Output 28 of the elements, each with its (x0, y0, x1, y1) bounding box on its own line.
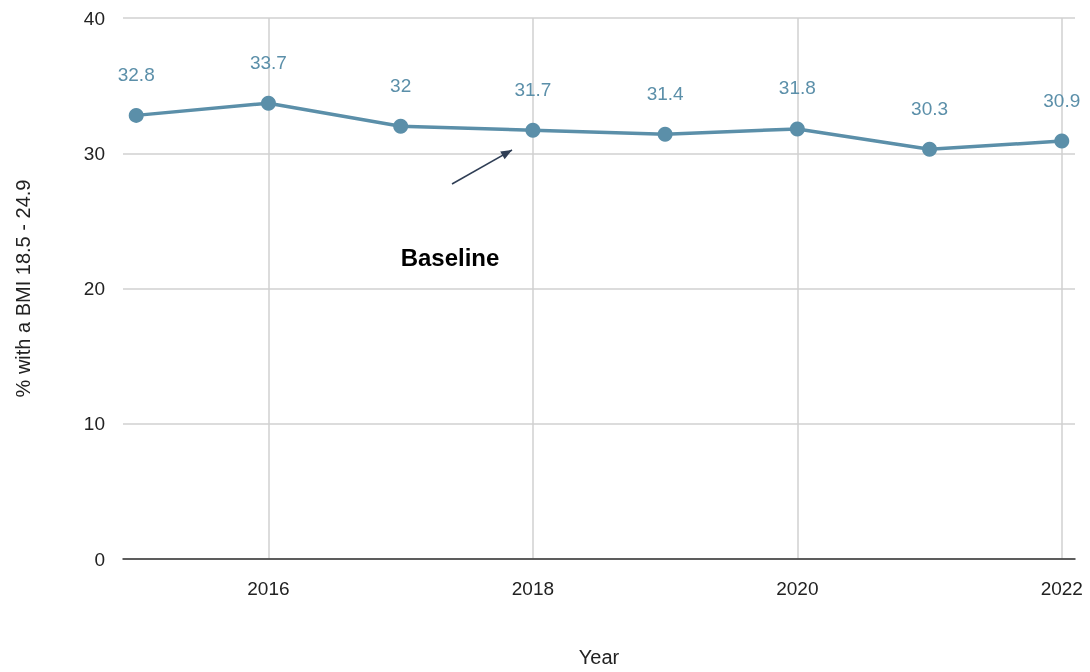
annotation: Baseline (400, 244, 500, 272)
y-tick-label: 30 (83, 142, 105, 164)
data-label: 31.7 (514, 78, 552, 100)
point (657, 126, 673, 142)
y-tick-label: 20 (83, 278, 105, 299)
data-label: 30.3 (911, 97, 949, 119)
point (128, 107, 144, 123)
x-tick-label: 2020 (776, 578, 819, 599)
point (260, 95, 276, 111)
x-axis-title: Year (578, 646, 620, 668)
point (1054, 133, 1070, 149)
x-tick-label: 2018 (511, 578, 555, 599)
data-label: 32.8 (117, 63, 155, 85)
point (525, 122, 541, 138)
x-tick-label: 2016 (247, 578, 290, 599)
data-label: 31.8 (778, 77, 816, 99)
y-axis-title: % with a BMI 18.5 - 24.9 (12, 179, 34, 398)
y-tick-label: 40 (83, 7, 105, 29)
data-label: 32 (390, 74, 412, 96)
x-tick-label: 2022 (1040, 578, 1083, 599)
data-label: 30.9 (1043, 89, 1081, 111)
point (393, 118, 409, 134)
y-tick-label: 0 (94, 548, 105, 570)
point (922, 141, 938, 157)
data-label: 33.7 (249, 51, 287, 73)
data-label: 31.4 (646, 82, 685, 104)
point (789, 121, 805, 137)
y-tick-label: 10 (83, 413, 105, 435)
